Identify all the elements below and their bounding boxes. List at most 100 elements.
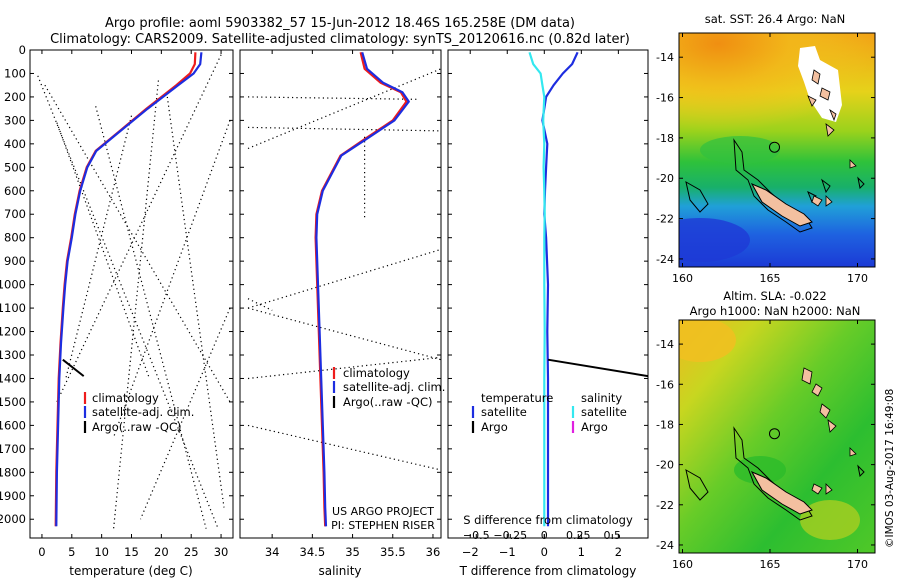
dotted-profile [247,126,441,132]
x-tick-label: 34 [265,545,280,559]
sst-cold-patch [679,218,750,262]
x-tick-label: 25 [184,545,199,559]
lat-tick-label: -14 [656,51,674,64]
dotted-profile [139,307,231,520]
sla-map: Altim. SLA: -0.022 Argo h1000: NaN h2000… [656,289,876,571]
dotted-profile [247,96,417,100]
y-tick-label: 1000 [0,278,26,292]
lat-tick-label: -18 [656,418,674,431]
legend-climatology-label: climatology [343,366,410,380]
credit-text: ©IMOS 03-Aug-2017 16:49:08 [884,389,896,548]
new-caledonia [750,470,813,515]
x-tick-label: 30 [214,545,229,559]
legend-climatology-label: climatology [92,391,159,405]
new-caledonia [750,182,813,227]
lon-tick-label: 160 [672,272,693,285]
y-tick-label: 200 [4,90,26,104]
temperature-x-label: temperature (deg C) [69,564,192,578]
temperature-legend: climatology satellite-adj. clim. Argo(..… [83,391,194,434]
legend-sal-argo-label: Argo [581,420,608,434]
y-tick-label: 0 [19,43,26,57]
y-tick-label: 500 [4,160,26,174]
figure-title-line1: Argo profile: aoml 5903382_57 15-Jun-201… [105,16,575,31]
dotted-profile [95,106,207,529]
lat-tick-label: -20 [656,459,674,472]
temperature-panel: 0100200300400500600700800900100011001200… [0,43,234,578]
y-tick-label: 2000 [0,512,26,526]
sla-map-frame [678,319,876,554]
sla-map-title: Altim. SLA: -0.022 [723,289,827,303]
dotted-profile [65,115,133,379]
x-tick-label: 34.5 [300,545,326,559]
y-tick-label: 1200 [0,325,26,339]
x-tick-label: 10 [94,545,109,559]
series-line-1 [315,51,410,527]
lon-tick-label: 165 [760,272,781,285]
salinity-series [314,51,410,527]
y-tick-label: 1600 [0,418,26,432]
dotted-profile [247,68,441,150]
y-tick-label: 600 [4,184,26,198]
sst-lon-axis: 160 165 170 [672,33,868,285]
series-line-1 [55,52,203,527]
legend-argo-label: Argo(..raw -QC) [92,420,182,434]
lon-tick-label: 170 [847,272,868,285]
lat-tick-label: -22 [656,499,674,512]
sst-map-title: sat. SST: 26.4 Argo: NaN [705,12,846,26]
dotted-profile [247,307,441,361]
y-tick-label: 1400 [0,371,26,385]
series-line-0 [314,52,408,527]
legend-temp-argo-label: Argo [481,420,508,434]
dotted-profile [247,356,441,380]
legend-satellite-label: satellite-adj. clim. [343,380,445,394]
y-tick-label: 1300 [0,348,26,362]
y-tick-label: 1100 [0,301,26,315]
difference-panel: −2 −1 0 1 2 −0.5−0.2500.250.5 temperature sa… [447,49,649,578]
dotted-profile [56,122,150,379]
dotted-profile [247,424,441,471]
figure-title-line2: Climatology: CARS2009. Satellite-adjuste… [50,32,630,47]
profile-location-marker [769,428,780,440]
lon-tick-label: 165 [760,558,781,571]
salinity-x-label: salinity [318,564,361,578]
dotted-profile [44,84,231,403]
legend-argo-label: Argo(..raw -QC) [343,395,433,409]
sst-lat-axis: -14 -16 -18 -20 -22 -24 [656,51,875,266]
series-line-2 [547,358,648,378]
x-tick-label: 2 [615,545,622,559]
legend-temperature-title: temperature [481,391,553,405]
sst-warm-patch [679,33,875,143]
sla-map-subtitle: Argo h1000: NaN h2000: NaN [690,304,861,318]
x-tick-label: 35.5 [380,545,406,559]
y-tick-label: 1900 [0,489,26,503]
x-tick-label: −1 [499,545,516,559]
project-label: US ARGO PROJECT [332,505,434,518]
pi-label: PI: STEPHEN RISER [331,519,435,532]
vanuatu-islands [801,367,857,495]
dotted-profile [247,298,273,311]
salinity-legend: climatology satellite-adj. clim. Argo(..… [332,366,445,409]
x-tick-label: 35 [345,545,360,559]
lat-tick-label: -22 [656,213,674,226]
legend-satellite-label: satellite-adj. clim. [92,405,194,419]
x-tick-label: 20 [154,545,169,559]
temperature-series [54,52,203,527]
x-tick-label: 5 [68,545,75,559]
lon-tick-label: 160 [672,558,693,571]
y-tick-label: 1800 [0,465,26,479]
difference-depth-ticks [448,49,648,520]
depth-axis: 0 100 200 300 400 500 600 700 800 900 1000 1100 1200… [0,43,233,526]
y-tick-label: 800 [4,231,26,245]
dotted-profile [113,120,231,438]
y-tick-label: 1500 [0,395,26,409]
x-tick-label: 36 [426,545,441,559]
sst-green-patch [700,136,780,164]
sla-lat-axis: -14 -16 -18 -20 -22 -24 [656,338,875,552]
difference-legend: temperature salinity satellite Argo sate… [471,391,627,434]
coastlines [685,426,865,521]
cloud-mask [798,46,842,122]
series-line-1 [528,51,546,527]
y-tick-label: 300 [4,113,26,127]
legend-sal-satellite-label: satellite [581,405,627,419]
